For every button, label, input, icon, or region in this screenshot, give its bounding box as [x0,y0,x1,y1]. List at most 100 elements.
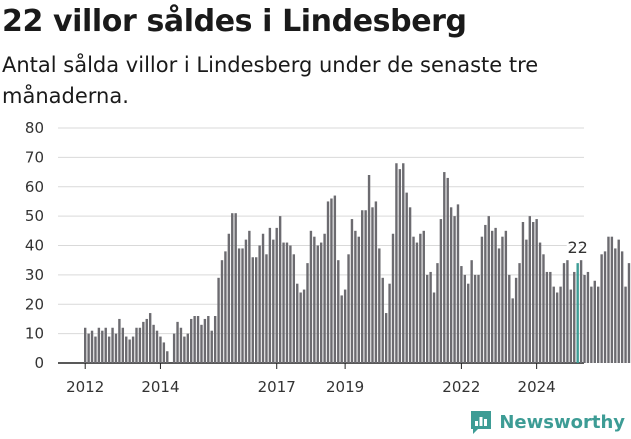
bar [518,263,521,363]
brand-name: Newsworthy [499,411,625,433]
bar [261,233,265,363]
bar [460,266,463,363]
bar [138,327,142,363]
bar [600,254,603,363]
page-title: 22 villor såldes i Lindesberg [2,4,467,39]
bar [426,274,429,363]
bar [443,172,446,363]
bar [361,210,364,363]
bar [162,342,166,363]
newsworthy-brand: Newsworthy [469,409,625,435]
x-axis-ticks: 2012 2014 2017 2019 2022 2024 [66,363,556,396]
bar [333,195,337,363]
bar [255,257,258,363]
x-tick-label: 2022 [442,378,480,396]
bar [94,336,97,363]
bar [545,271,549,363]
bar [552,286,555,363]
bar [354,230,357,363]
bar [292,254,296,363]
bar [244,239,248,363]
bar [231,213,234,363]
bar [463,274,467,363]
newsworthy-logo-icon [471,411,492,434]
bar [330,198,333,363]
y-axis-ticks: 0 10 20 30 40 50 60 70 80 [25,119,44,372]
bar [384,313,388,363]
bar [114,333,118,363]
bar [453,216,456,363]
bar [497,248,501,363]
y-tick-label: 50 [25,207,44,225]
bar [562,263,566,363]
bar [275,227,278,363]
bars [84,163,631,363]
x-tick-label: 2024 [518,378,556,396]
bar [101,330,104,363]
bar-highlight [576,263,579,363]
bar [388,283,391,363]
bar [521,222,525,363]
bar [135,327,138,363]
y-tick-label: 30 [25,266,44,284]
bar [251,257,254,363]
bar [107,336,111,363]
bar [272,239,275,363]
bar [381,277,384,363]
bar [514,277,518,363]
bar [121,327,125,363]
bar [282,242,285,363]
bar [200,324,203,363]
bar [265,254,268,363]
y-tick-label: 60 [25,178,44,196]
bar [490,230,494,363]
bar [350,219,354,363]
bar [213,316,217,363]
bar [217,277,220,363]
bar [583,274,586,363]
bar [176,321,179,363]
bar [470,260,473,363]
bar [422,230,425,363]
highlight-value-label: 22 [568,238,588,257]
bar [183,336,186,363]
bar [337,260,340,363]
bar [395,163,398,363]
bar [97,327,101,363]
bar [104,327,107,363]
bar [87,333,90,363]
y-tick-label: 40 [25,237,44,255]
bar [477,274,480,363]
bar [248,230,251,363]
bar [405,192,408,363]
bar [316,245,319,363]
bar [237,248,241,363]
bar [511,298,514,363]
bar [268,227,272,363]
bar [193,316,196,363]
bar [415,242,419,363]
bar [179,327,183,363]
bar [378,248,381,363]
bar [285,242,289,363]
data-labels: 22 [566,236,590,259]
bar [525,239,528,363]
y-tick-label: 20 [25,295,44,313]
bar [111,327,114,363]
bar [528,216,531,363]
bar [227,233,231,363]
bar [357,236,360,363]
bar [326,201,330,363]
bar [220,260,224,363]
bar [278,216,282,363]
bar [207,316,210,363]
bar [559,286,562,363]
y-tick-label: 70 [25,148,44,166]
bar [402,163,405,363]
bar [258,245,261,363]
bar [340,295,343,363]
bar [319,242,323,363]
bar [607,236,610,363]
bar [398,169,402,363]
